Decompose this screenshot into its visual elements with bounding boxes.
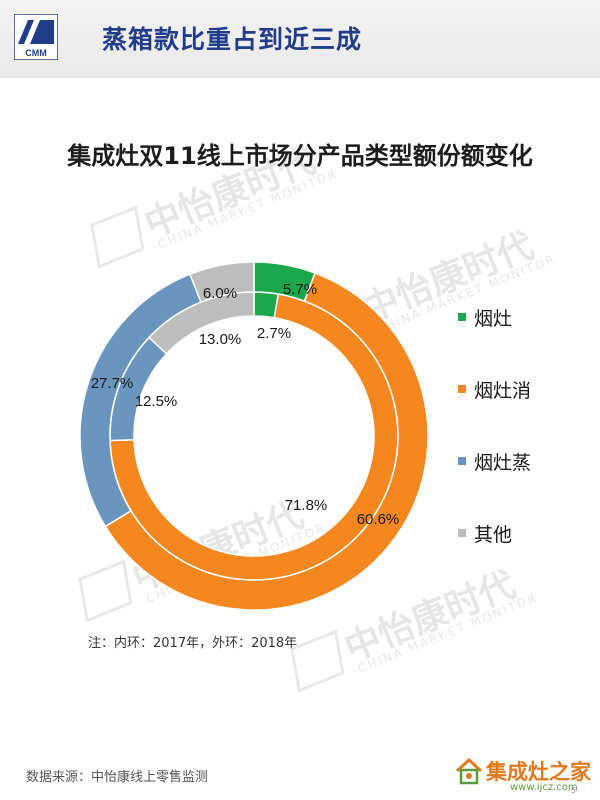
badge-text: 集成灶之家 xyxy=(486,760,591,784)
legend-swatch xyxy=(458,313,466,321)
legend-label: 其他 xyxy=(474,524,513,546)
legend-swatch xyxy=(458,385,466,393)
badge-url: www.ijcz.com xyxy=(510,782,578,793)
site-badge: 集成灶之家 www.ijcz.com xyxy=(454,754,594,796)
page-number: -5- xyxy=(568,786,579,795)
data-label-inner-3: 13.0% xyxy=(199,331,242,348)
chart-title: 集成灶双11线上市场分产品类型额份额变化 xyxy=(67,142,533,170)
logo-text: CMM xyxy=(25,48,47,58)
data-label-outer-1: 60.6% xyxy=(357,511,400,528)
legend-swatch xyxy=(458,529,466,537)
slide-title: 蒸箱款比重占到近三成 xyxy=(102,25,363,54)
data-label-outer-2: 27.7% xyxy=(91,375,134,392)
data-label-inner-1: 71.8% xyxy=(285,497,328,514)
watermark-sub: CHINA MARKET MONITOR xyxy=(155,166,340,252)
cmm-logo: CMM xyxy=(14,14,58,60)
chart-note: 注：内环：2017年，外环：2018年 xyxy=(88,636,298,651)
legend-swatch xyxy=(458,457,466,465)
legend-label: 烟灶 xyxy=(474,308,513,330)
data-source: 数据来源：中怡康线上零售监测 xyxy=(26,770,209,785)
legend-label: 烟灶蒸 xyxy=(474,452,532,474)
house-icon xyxy=(455,757,483,785)
watermark-logo xyxy=(290,629,345,693)
legend-label: 烟灶消 xyxy=(474,380,532,402)
data-label-outer-0: 5.7% xyxy=(283,281,317,298)
watermark-logo xyxy=(90,205,145,269)
donut-chart: 2.7% 71.8% 12.5% 13.0% 5.7% 60.6% 27.7% 6.0% xyxy=(80,262,428,610)
data-label-outer-3: 6.0% xyxy=(203,285,237,302)
slide-header: CMM 蒸箱款比重占到近三成 xyxy=(0,0,600,78)
donut-slice-outer-3 xyxy=(188,262,255,304)
donut-slice-outer-1 xyxy=(104,272,428,610)
data-label-inner-2: 12.5% xyxy=(135,393,178,410)
data-label-inner-0: 2.7% xyxy=(257,325,291,342)
